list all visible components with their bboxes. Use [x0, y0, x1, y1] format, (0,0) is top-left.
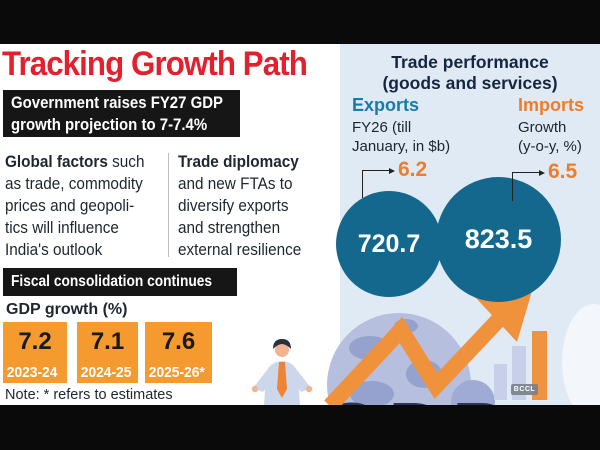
column-line: India's outlook	[5, 240, 103, 259]
column-divider	[168, 153, 169, 257]
imports-subtitle: Growth (y-o-y, %)	[518, 119, 582, 155]
gdp-value: 7.6	[161, 328, 196, 355]
swoosh-shape	[562, 304, 600, 405]
trade-diplomacy-column: Trade diplomacy and new FTAs to diversif…	[178, 151, 338, 261]
column-line: and strengthen	[178, 218, 281, 237]
trade-diplomacy-lead: Trade diplomacy	[178, 152, 299, 171]
growth-arrow-head	[475, 291, 532, 342]
column-line: tics will influence	[5, 218, 119, 237]
column-line: and new FTAs to	[178, 174, 293, 193]
money-bag-shape	[451, 380, 495, 405]
gdp-box-2024-25: 7.1 2024-25	[77, 322, 138, 383]
gdp-growth-label: GDP growth (%)	[6, 301, 128, 318]
exports-label: Exports	[352, 95, 420, 115]
globe-continent	[350, 381, 394, 405]
imports-label: Imports	[518, 95, 585, 115]
imports-growth-connector	[512, 172, 541, 201]
bottom-black-bar	[0, 405, 600, 450]
page-title: Tracking Growth Path	[2, 45, 308, 83]
fiscal-consolidation-box: Fiscal consolidation continues	[3, 268, 237, 296]
top-black-bar	[0, 0, 600, 44]
gdp-value: 7.2	[18, 328, 52, 355]
person-illustration	[251, 339, 313, 405]
exports-growth-value: 6.2	[398, 158, 428, 181]
trade-panel-title: Trade performance (goods and services)	[340, 52, 600, 94]
global-factors-lead: Global factors	[5, 152, 108, 171]
imports-growth-value: 6.5	[548, 160, 578, 183]
mini-bar	[494, 364, 507, 400]
gdp-letters: GDP	[320, 386, 511, 405]
global-factors-column: Global factors such as trade, commodity …	[5, 151, 165, 261]
growth-illustration: GDP	[228, 291, 600, 405]
headline-box: Government raises FY27 GDP growth projec…	[3, 90, 240, 137]
bccl-watermark-mark	[540, 387, 547, 393]
trade-panel-title-line2: (goods and services)	[382, 73, 558, 93]
imports-growth-arrow-icon	[539, 169, 545, 176]
exports-value: 720.7	[357, 229, 421, 258]
column-line: external resilience	[178, 240, 302, 259]
column-line: diversify exports	[178, 196, 289, 215]
bccl-watermark: BCCL	[511, 384, 538, 395]
gdp-year: 2023-24	[6, 365, 58, 381]
gdp-box-2023-24: 7.2 2023-24	[3, 322, 67, 383]
imports-value: 823.5	[464, 224, 533, 254]
gdp-year: 2024-25	[80, 365, 132, 381]
swoosh-shape	[228, 310, 344, 405]
gdp-year: 2025-26*	[148, 365, 205, 381]
exports-growth-arrow-icon	[389, 167, 395, 174]
imports-value-bubble: 823.5	[436, 177, 561, 302]
headline-line1: Government raises FY27 GDP	[11, 93, 224, 112]
column-line: as trade, commodity	[5, 174, 143, 193]
mini-bar-orange	[532, 331, 547, 400]
gdp-box-2025-26: 7.6 2025-26*	[145, 322, 212, 383]
column-line: prices and geopoli-	[5, 196, 135, 215]
headline-line2: growth projection to 7-7.4%	[11, 115, 208, 134]
gdp-value: 7.1	[90, 328, 125, 355]
fiscal-consolidation-label: Fiscal consolidation continues	[11, 273, 213, 290]
growth-arrow	[324, 308, 510, 405]
trade-panel-title-line1: Trade performance	[391, 52, 549, 72]
exports-subtitle: FY26 (till January, in $b)	[352, 119, 451, 155]
exports-value-bubble: 720.7	[336, 191, 442, 297]
estimates-note: Note: * refers to estimates	[5, 387, 173, 403]
exports-growth-connector	[362, 170, 391, 198]
